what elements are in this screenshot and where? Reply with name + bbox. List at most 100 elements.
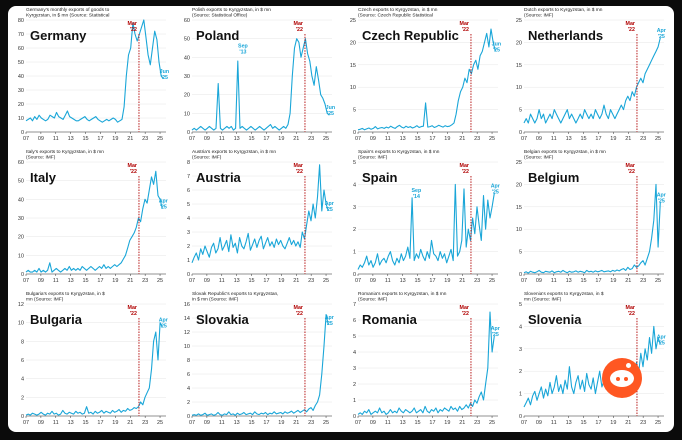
- marker-label: '22: [628, 27, 635, 33]
- x-tick-label: 11: [53, 278, 59, 284]
- y-tick-label: 1: [353, 398, 356, 404]
- y-tick-label: 7: [353, 302, 356, 308]
- x-tick-label: 23: [308, 420, 314, 426]
- country-title: Belgium: [528, 170, 579, 185]
- x-tick-label: 11: [551, 420, 557, 426]
- x-tick-label: 17: [429, 278, 435, 284]
- chart-subtitle: mn (Source: IMF): [26, 297, 64, 303]
- x-tick-label: 25: [323, 136, 329, 142]
- y-tick-label: 3: [353, 205, 356, 211]
- chart-subtitle: (Source: IMF): [524, 155, 554, 161]
- y-tick-label: 20: [350, 40, 356, 46]
- x-tick-label: 11: [219, 278, 225, 284]
- chart-subtitle: (Source: IMF): [524, 13, 554, 19]
- x-tick-label: 19: [444, 136, 450, 142]
- x-tick-label: 25: [655, 278, 661, 284]
- x-tick-label: 07: [189, 136, 195, 142]
- x-tick-label: 13: [68, 420, 74, 426]
- x-tick-label: 15: [249, 136, 255, 142]
- y-tick-label: 4: [187, 386, 190, 392]
- x-tick-label: 21: [459, 136, 465, 142]
- y-tick-label: 20: [516, 182, 522, 188]
- y-tick-label: 2: [187, 400, 190, 406]
- marker-label: '22: [462, 311, 469, 317]
- annotation-label: Apr: [491, 326, 500, 332]
- y-tick-label: 0: [21, 130, 24, 136]
- x-tick-label: 07: [189, 278, 195, 284]
- x-tick-label: 15: [581, 278, 587, 284]
- annotation-label: '25: [327, 111, 334, 117]
- y-tick-label: 30: [18, 88, 24, 94]
- y-tick-label: 1: [519, 392, 522, 398]
- x-tick-label: 07: [355, 420, 361, 426]
- y-tick-label: 16: [184, 302, 190, 308]
- chart-subtitle: Slovak Republic's exports to Kyrgyzstan,: [192, 291, 279, 297]
- chart-subtitle: Czech exports to Kyrgyzstan, in $ mn: [358, 7, 438, 13]
- country-title: Italy: [30, 170, 57, 185]
- x-tick-label: 25: [655, 420, 661, 426]
- y-tick-label: 12: [18, 302, 24, 308]
- x-tick-label: 09: [38, 278, 44, 284]
- x-tick-label: 11: [551, 278, 557, 284]
- chart-subtitle: (Source: Czech Republic Statistical: [358, 13, 433, 19]
- marker-label: '22: [462, 27, 469, 33]
- marker-label: Mar: [294, 163, 303, 169]
- annotation-label: Apr: [657, 28, 666, 34]
- marker-label: '22: [130, 311, 137, 317]
- chart-subtitle: Dutch exports to Kyrgyzstan, in $ mn: [524, 7, 603, 13]
- chart-subtitle: Slovenia's exports to Kyrgyzstan, in $: [524, 291, 604, 297]
- x-tick-label: 09: [204, 420, 210, 426]
- x-tick-label: 17: [263, 278, 269, 284]
- x-tick-label: 15: [249, 278, 255, 284]
- x-tick-label: 25: [323, 278, 329, 284]
- y-tick-label: 5: [519, 302, 522, 308]
- x-tick-label: 25: [157, 136, 163, 142]
- x-tick-label: 13: [234, 420, 240, 426]
- x-tick-label: 19: [610, 278, 616, 284]
- y-tick-label: 4: [519, 324, 522, 330]
- x-tick-label: 09: [536, 136, 542, 142]
- x-tick-label: 17: [595, 136, 601, 142]
- x-tick-label: 15: [415, 136, 421, 142]
- x-tick-label: 19: [444, 420, 450, 426]
- y-tick-label: 50: [18, 179, 24, 185]
- x-tick-label: 11: [551, 136, 557, 142]
- y-tick-label: 2: [353, 382, 356, 388]
- x-tick-label: 21: [459, 420, 465, 426]
- y-tick-label: 5: [187, 202, 190, 208]
- annotation-label: Sep: [411, 188, 421, 194]
- y-tick-label: 10: [516, 227, 522, 233]
- y-tick-label: 40: [18, 74, 24, 80]
- y-tick-label: 4: [21, 377, 24, 383]
- series-line: [357, 183, 495, 270]
- chart-subtitle: Belgian exports to Kyrgyzstan, in $ mn: [524, 149, 606, 155]
- x-tick-label: 19: [610, 136, 616, 142]
- x-tick-label: 25: [157, 420, 163, 426]
- chart-svg: Romania's exports to Kyrgyzstan, in $ mn…: [353, 291, 500, 426]
- chart-subtitle: (Source: IMF): [192, 155, 222, 161]
- x-tick-label: 13: [566, 136, 572, 142]
- x-tick-label: 15: [415, 420, 421, 426]
- x-tick-label: 11: [53, 136, 59, 142]
- x-tick-label: 25: [489, 136, 495, 142]
- x-tick-label: 17: [97, 278, 103, 284]
- x-tick-label: 11: [53, 420, 59, 426]
- chart-subtitle: Kyrgyzstan, in $ mn (Source: Statistical: [26, 13, 109, 19]
- y-tick-label: 1: [353, 250, 356, 256]
- x-tick-label: 07: [521, 420, 527, 426]
- x-tick-label: 21: [459, 278, 465, 284]
- y-tick-label: 3: [519, 347, 522, 353]
- y-tick-label: 0: [187, 414, 190, 420]
- annotation-label: Jun: [160, 69, 169, 75]
- y-tick-label: 6: [21, 358, 24, 364]
- x-tick-label: 19: [278, 136, 284, 142]
- series-line: [191, 313, 329, 416]
- chart-svg: Austria's exports to Kyrgyzstan, in $ mn…: [187, 149, 334, 284]
- marker-label: '22: [628, 169, 635, 175]
- country-title: Czech Republic: [362, 28, 459, 43]
- x-tick-label: 25: [489, 420, 495, 426]
- annotation-label: Apr: [159, 317, 168, 323]
- chart-svg: Belgian exports to Kyrgyzstan, in $ mn(S…: [516, 149, 666, 284]
- y-tick-label: 5: [353, 334, 356, 340]
- chart-svg: Czech exports to Kyrgyzstan, in $ mn(Sou…: [350, 7, 501, 142]
